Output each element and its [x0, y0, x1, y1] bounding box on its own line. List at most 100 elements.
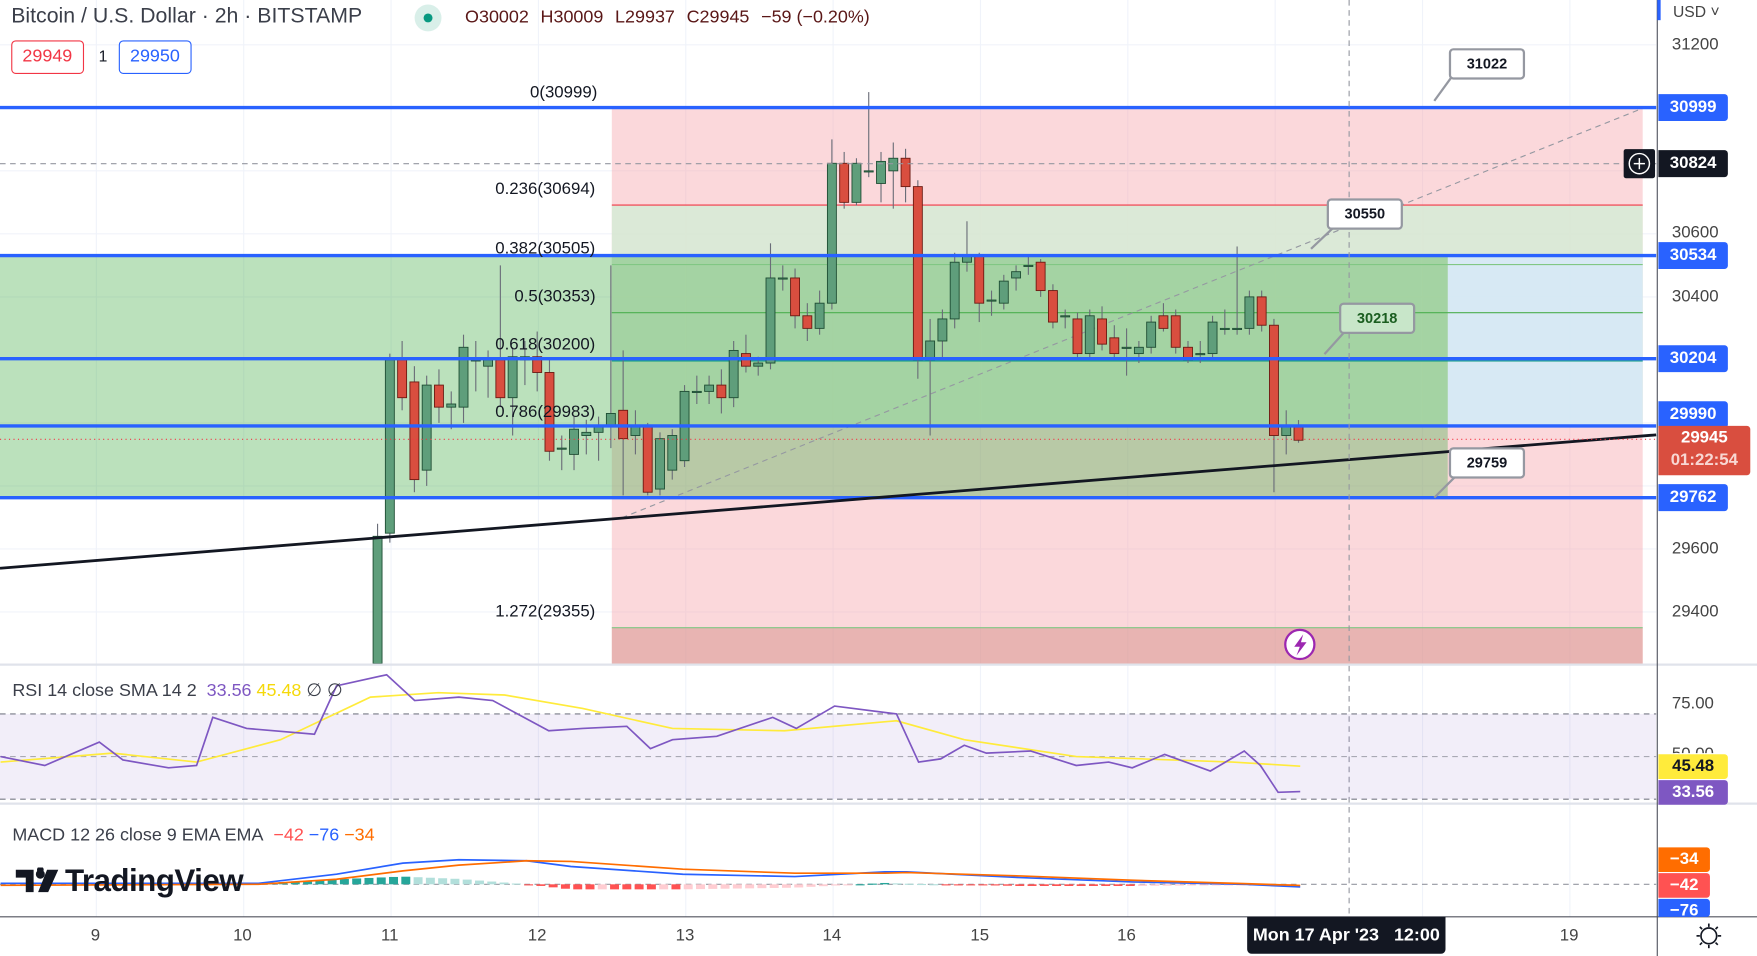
line-price-label[interactable]: 29990: [1658, 401, 1728, 429]
callout-pointers: [1310, 75, 1456, 499]
macd-histogram-bar: [831, 884, 841, 886]
macd-histogram-bar: [929, 884, 939, 886]
macd-histogram-bar: [352, 878, 362, 885]
symbol-title[interactable]: Bitcoin / U.S. Dollar · 2h · BITSTAMP: [11, 4, 363, 29]
fib-label: 0.5(30353): [514, 286, 596, 306]
price-tick: 31200: [1671, 34, 1719, 54]
macd-histogram-bar: [474, 880, 484, 885]
close-value: C29945: [686, 7, 750, 27]
macd-histogram-bar: [953, 884, 963, 886]
candle-up: [1232, 327, 1243, 330]
lightning-icon[interactable]: [1284, 628, 1316, 661]
quantity[interactable]: 1: [98, 47, 108, 66]
price-callout[interactable]: 30218: [1339, 302, 1416, 334]
logo-text: TradingView: [64, 863, 244, 898]
candle-up: [851, 162, 862, 203]
macd-line: [0, 858, 1301, 888]
macd-histogram-bar: [524, 884, 534, 886]
macd-title: MACD 12 26 close 9 EMA EMA: [12, 826, 264, 846]
candle-up: [605, 413, 616, 427]
price-callout[interactable]: 30550: [1326, 198, 1403, 230]
candle-up: [704, 384, 715, 392]
macd-histogram-bar: [757, 884, 767, 889]
fib-label: 0.236(30694): [495, 179, 596, 199]
tradingview-logo[interactable]: TradingView: [15, 863, 244, 899]
macd-histogram-bar: [978, 884, 988, 886]
add-alert-plus-icon[interactable]: [1623, 149, 1656, 179]
macd-histogram-bar: [683, 884, 693, 890]
price-tick: 30400: [1671, 286, 1719, 306]
macd-histogram-bar: [573, 884, 583, 890]
candle-down: [434, 384, 444, 408]
price-callout[interactable]: 29759: [1448, 447, 1526, 479]
candle-down: [1047, 290, 1058, 323]
callout-pointer: [1433, 75, 1454, 102]
candle-down: [1293, 425, 1304, 441]
macd-histogram-bar: [303, 880, 313, 885]
trend-line[interactable]: [0, 433, 1657, 570]
rsi-na-value: ∅: [306, 681, 322, 701]
range-rectangle[interactable]: [0, 255, 1448, 498]
macd-histogram-bar: [1187, 884, 1197, 886]
macd-histogram-bar: [708, 884, 718, 889]
candle-down: [1109, 337, 1120, 355]
line-price-label[interactable]: 30204: [1658, 345, 1728, 373]
candle-up: [1219, 327, 1230, 330]
macd-histogram-bar: [585, 884, 595, 890]
macd-histogram-bar: [1224, 884, 1233, 886]
tradingview-logo-icon: [15, 867, 59, 893]
macd-histogram-bar: [966, 884, 976, 886]
macd-histogram-bar: [892, 883, 902, 885]
crosshair-price-label: 30824: [1658, 150, 1728, 178]
macd-histogram-bar: [769, 884, 779, 888]
high-value: H30009: [540, 7, 604, 27]
macd-histogram-bar: [1088, 884, 1098, 886]
long-position-tool[interactable]: [611, 107, 1643, 664]
candle-down: [900, 157, 911, 188]
macd-legend[interactable]: MACD 12 26 close 9 EMA EMA −42 −76 −34: [12, 826, 374, 846]
candle-up: [863, 170, 874, 173]
macd-histogram-bar: [376, 877, 386, 885]
fib-label: 0(30999): [530, 82, 598, 102]
rsi-legend[interactable]: RSI 14 close SMA 14 2 33.56 45.48 ∅ ∅: [12, 679, 342, 701]
candle-down: [716, 384, 727, 399]
candle-down: [642, 425, 653, 493]
buy-button[interactable]: 29950: [118, 40, 192, 74]
candle-up: [1121, 346, 1132, 349]
macd-histogram-bar: [511, 883, 521, 885]
crosshair-date: Mon 17 Apr '23: [1252, 925, 1379, 945]
candle-up: [1133, 346, 1144, 355]
candle-up: [691, 390, 702, 393]
rsi-title: RSI 14 close SMA 14 2: [12, 681, 197, 701]
macd-histogram-bar: [327, 879, 337, 885]
macd-histogram-bar: [413, 877, 423, 885]
open-value: O30002: [465, 7, 529, 27]
fib-label: 1.272(29355): [495, 601, 596, 621]
candle-up: [446, 403, 457, 408]
candle-down: [532, 356, 543, 373]
fib-label: 0.382(30505): [495, 238, 596, 258]
line-price-label[interactable]: 30534: [1658, 242, 1728, 269]
fib-trend-line[interactable]: [621, 108, 1642, 519]
currency-selector[interactable]: USD ˅: [1673, 2, 1720, 20]
candle-up: [581, 431, 592, 436]
macd-histogram-bar: [696, 884, 705, 890]
macd-value: −76: [308, 826, 340, 846]
macd-histogram-bar: [1015, 884, 1025, 886]
rsi-sma-axis-label: 45.48: [1658, 754, 1728, 779]
settings-gear-icon[interactable]: [1696, 923, 1722, 949]
macd-histogram-bar: [315, 880, 325, 885]
macd-signal-axis-label: −34: [1658, 847, 1710, 872]
line-price-label[interactable]: 29762: [1658, 484, 1728, 512]
macd-histogram-bar: [1003, 884, 1012, 886]
macd-histogram-bar: [904, 883, 914, 885]
macd-histogram-bar: [806, 884, 816, 887]
candle-up: [753, 362, 764, 367]
macd-histogram-bar: [855, 884, 865, 886]
price-callout[interactable]: 31022: [1448, 48, 1526, 80]
line-price-label[interactable]: 30999: [1658, 94, 1728, 122]
sell-button[interactable]: 29949: [11, 40, 84, 74]
market-open-status-icon[interactable]: [414, 4, 442, 32]
